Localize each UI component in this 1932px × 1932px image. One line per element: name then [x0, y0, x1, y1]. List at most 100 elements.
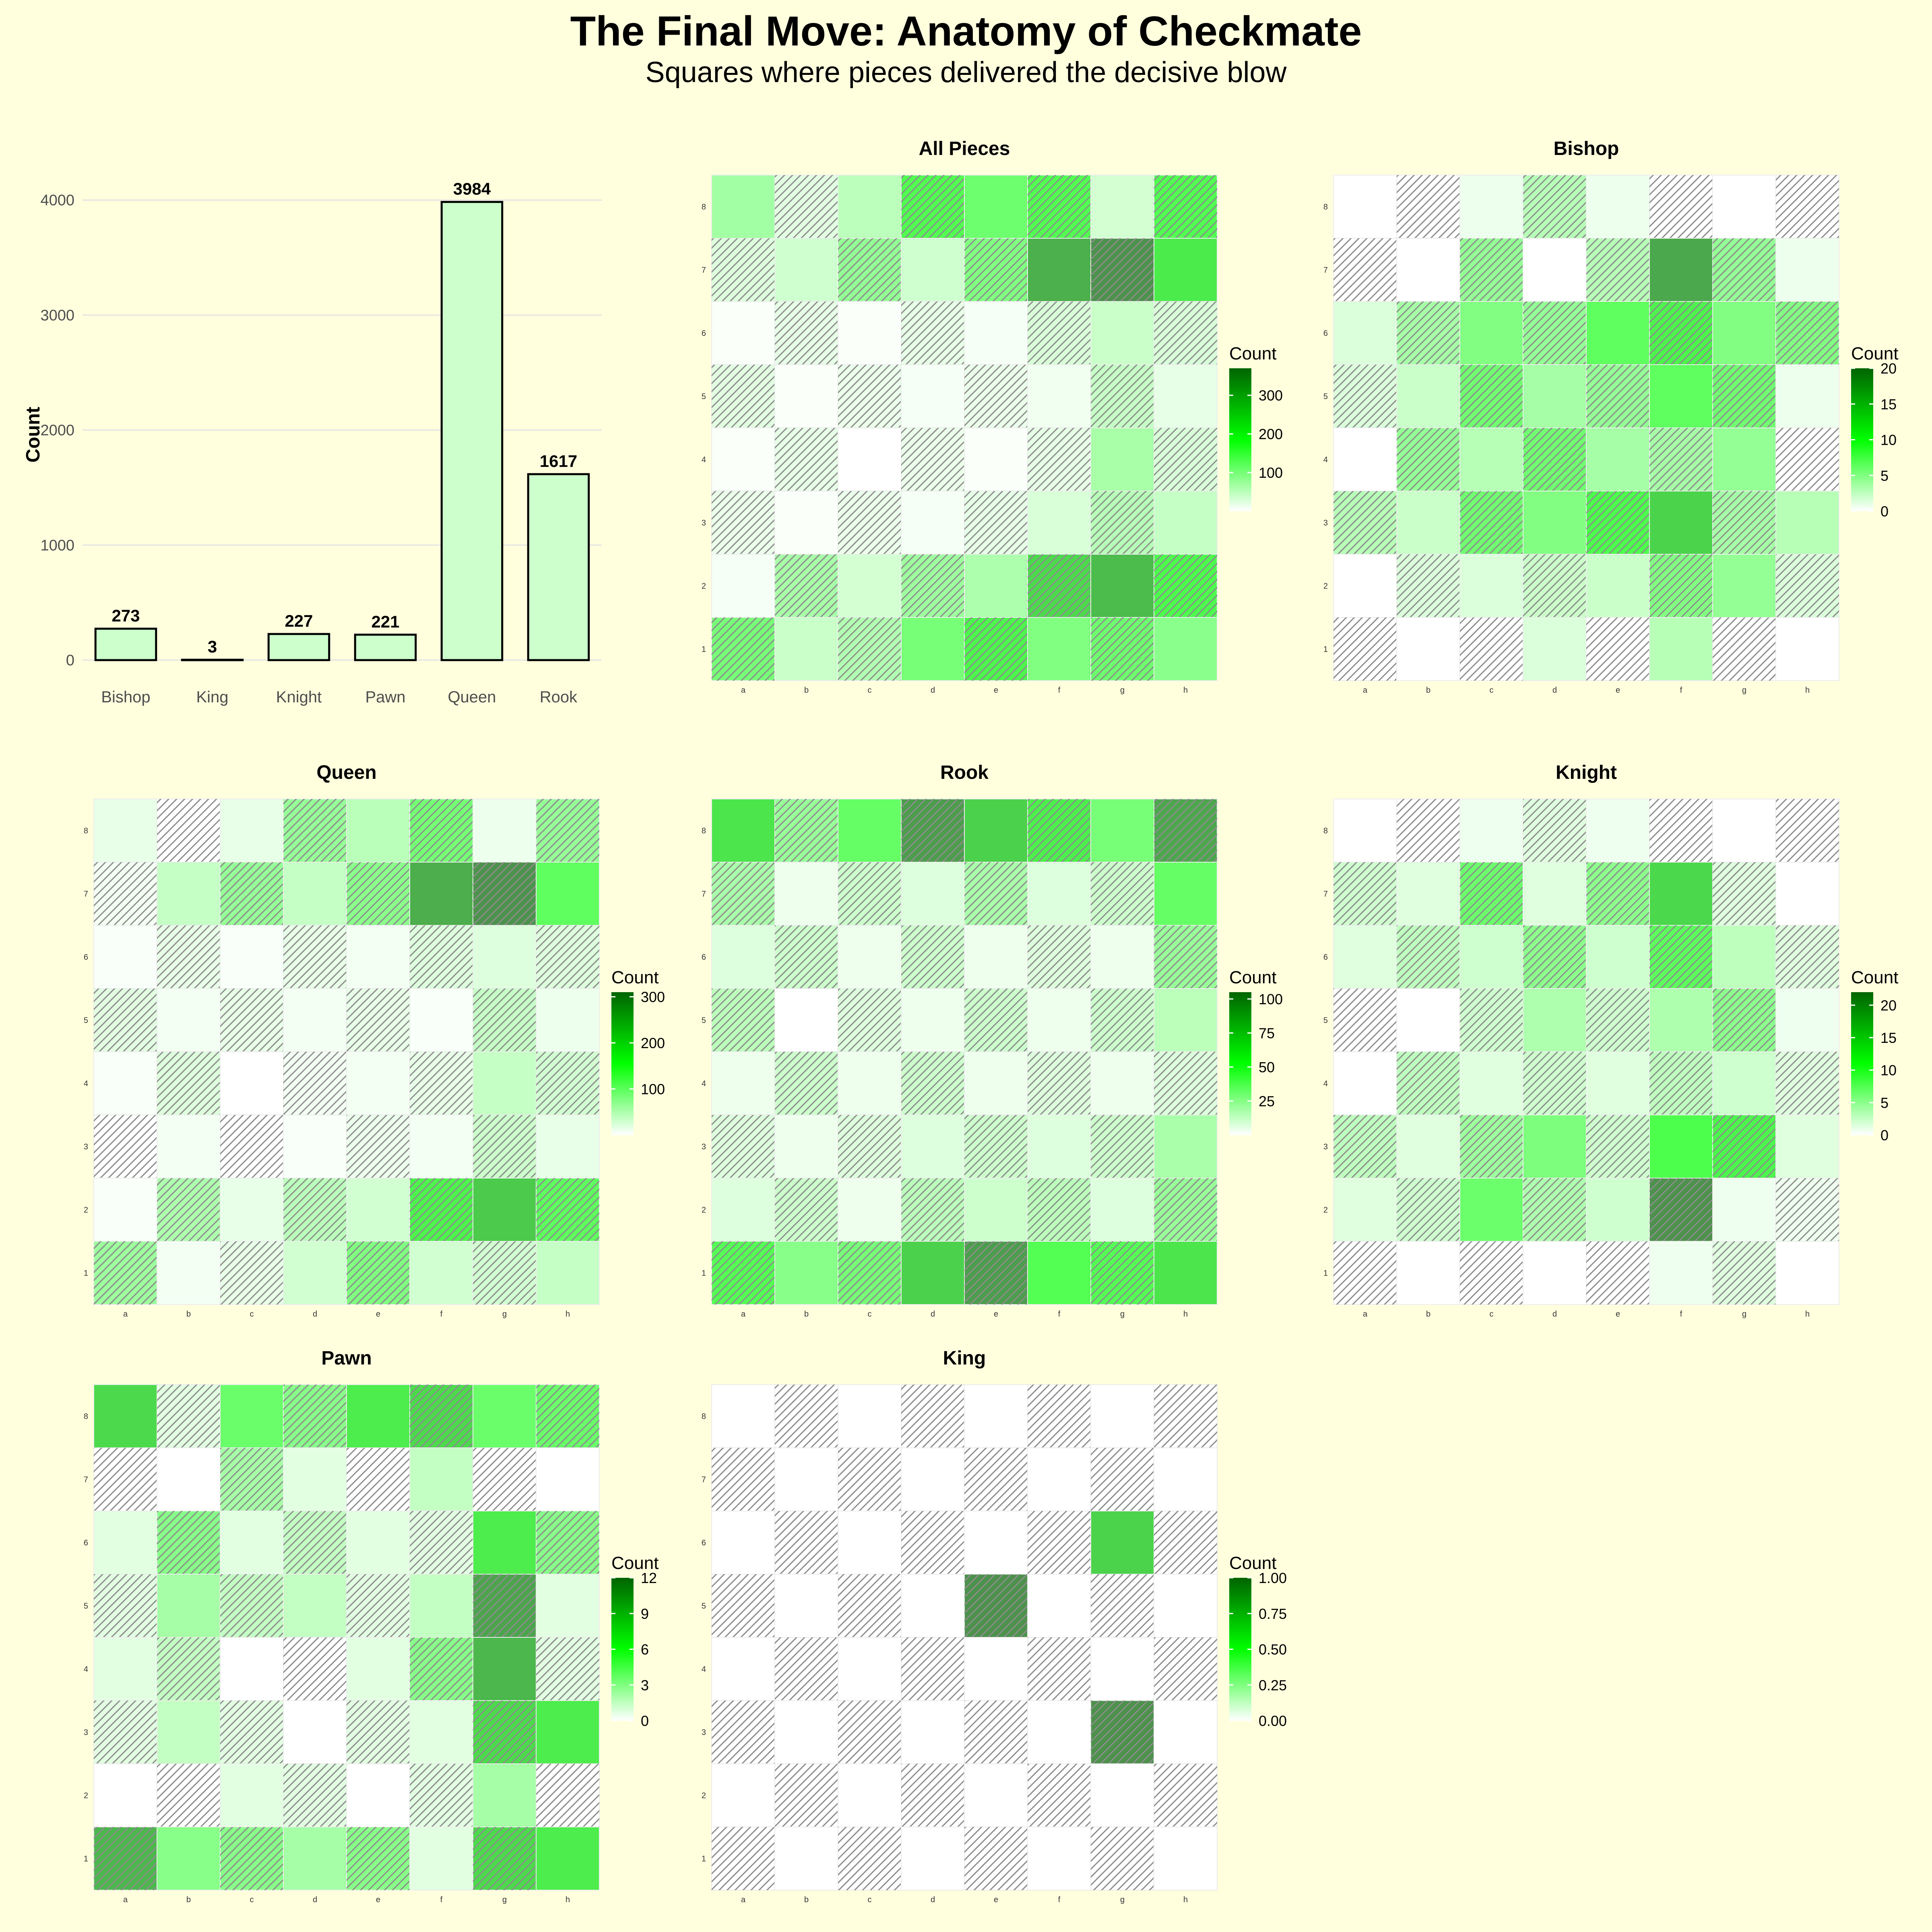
square-d5 — [283, 988, 347, 1052]
square-hatch — [838, 1574, 901, 1637]
square-hatch — [157, 1637, 220, 1701]
y-tick-label: 3000 — [40, 307, 74, 324]
square-a4 — [711, 427, 775, 491]
bar-pawn — [354, 634, 417, 661]
square-a6 — [711, 1511, 775, 1575]
square-hatch — [94, 1115, 157, 1178]
square-b7 — [157, 1447, 221, 1511]
rank-label: 6 — [702, 1539, 706, 1548]
square-e8 — [346, 799, 410, 863]
legend-tick-label: 0 — [1880, 503, 1889, 520]
square-hatch — [712, 365, 775, 428]
square-g4 — [1090, 1051, 1154, 1115]
file-label: f — [1058, 1310, 1061, 1319]
rank-label: 2 — [702, 1792, 706, 1800]
square-e8 — [346, 1384, 410, 1448]
file-label: h — [1183, 1310, 1188, 1319]
square-a2 — [93, 1178, 157, 1242]
square-h5 — [1154, 364, 1218, 428]
square-hatch — [1333, 862, 1397, 925]
square-g2 — [1712, 554, 1776, 618]
bar-value-label: 273 — [111, 606, 140, 625]
square-hatch — [1397, 301, 1460, 365]
square-d5 — [901, 1574, 965, 1638]
square-f1 — [1027, 1827, 1091, 1891]
square-c8 — [220, 1384, 284, 1448]
file-label: c — [250, 1895, 254, 1904]
file-label: a — [1363, 686, 1368, 695]
square-d3 — [901, 491, 965, 555]
square-g4 — [1090, 1637, 1154, 1701]
square-hatch — [1776, 1052, 1839, 1115]
legend-tick-label: 9 — [641, 1606, 649, 1622]
square-b7 — [1396, 238, 1460, 302]
square-hatch — [1397, 799, 1460, 862]
square-a2 — [711, 1178, 775, 1242]
square-hatch — [964, 1448, 1028, 1511]
square-h7 — [1154, 1447, 1218, 1511]
legend-tick-label: 100 — [641, 1081, 665, 1097]
square-hatch — [964, 1827, 1028, 1890]
square-b3 — [774, 1115, 838, 1179]
square-hatch — [838, 365, 901, 428]
square-h5 — [1775, 988, 1839, 1052]
square-hatch — [410, 1385, 473, 1448]
rank-label: 5 — [1323, 392, 1328, 401]
square-b7 — [774, 862, 838, 926]
square-hatch — [1523, 925, 1586, 989]
square-hatch — [838, 862, 901, 925]
square-hatch — [775, 799, 838, 862]
file-label: d — [313, 1310, 317, 1319]
heatmap-panel-pawn: Pawn 8 7 6 5 4 3 2 1 a b c d e f g h Count 0 3 6 9 12 — [84, 1348, 659, 1904]
square-hatch — [775, 554, 838, 617]
square-f3 — [1027, 1700, 1091, 1764]
square-hatch — [901, 1511, 964, 1574]
square-hatch — [473, 1827, 536, 1890]
figure-subtitle: Squares where pieces delivered the decis… — [645, 56, 1287, 89]
square-b3 — [157, 1700, 221, 1764]
panel-title: King — [943, 1348, 986, 1369]
square-e2 — [964, 1178, 1028, 1242]
rank-label: 7 — [702, 266, 706, 275]
file-label: h — [1805, 686, 1810, 695]
square-hatch — [901, 1637, 964, 1701]
square-f1 — [1649, 1241, 1713, 1305]
square-c4 — [838, 427, 902, 491]
square-hatch — [712, 617, 775, 681]
square-hatch — [1713, 989, 1776, 1052]
square-hatch — [1586, 989, 1649, 1052]
square-e6 — [964, 301, 1028, 365]
square-hatch — [901, 554, 964, 617]
square-c4 — [220, 1637, 284, 1701]
bar-value-label: 3984 — [453, 180, 491, 198]
rank-label: 1 — [702, 1855, 706, 1864]
file-label: h — [566, 1895, 570, 1904]
square-d5 — [1523, 988, 1587, 1052]
panel-title: All Pieces — [919, 138, 1010, 159]
square-hatch — [157, 1385, 220, 1448]
square-hatch — [410, 799, 473, 862]
rank-label: 6 — [702, 953, 706, 962]
square-hatch — [283, 1637, 347, 1701]
legend-colorbar — [611, 992, 634, 1135]
square-g2 — [1090, 1763, 1154, 1827]
square-hatch — [473, 989, 536, 1052]
square-b5 — [157, 1574, 221, 1638]
square-e2 — [964, 1763, 1028, 1827]
square-hatch — [1776, 554, 1839, 617]
square-c2 — [220, 1763, 284, 1827]
square-hatch — [1154, 1385, 1217, 1448]
square-d1 — [1523, 1241, 1587, 1305]
square-g4 — [1712, 427, 1776, 491]
square-hatch — [1586, 862, 1649, 925]
square-e4 — [1586, 427, 1650, 491]
square-h7 — [1154, 238, 1218, 302]
file-label: a — [123, 1310, 128, 1319]
square-f7 — [409, 1447, 473, 1511]
square-d1 — [283, 1827, 347, 1891]
square-hatch — [1649, 175, 1713, 238]
legend-tick-label: 10 — [1880, 432, 1897, 448]
square-a8 — [93, 1384, 157, 1448]
square-hatch — [775, 428, 838, 491]
square-hatch — [473, 1701, 536, 1764]
